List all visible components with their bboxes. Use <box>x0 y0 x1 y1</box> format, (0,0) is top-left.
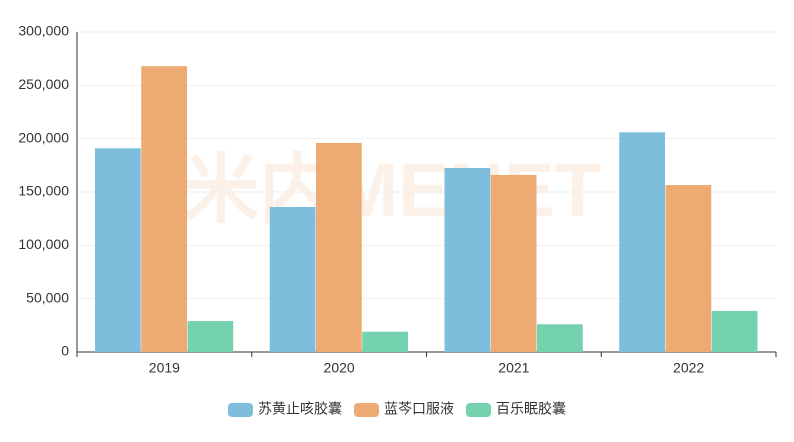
y-tick-label: 150,000 <box>18 183 69 199</box>
y-tick-label: 250,000 <box>18 76 69 92</box>
legend-label: 百乐眠胶囊 <box>496 401 566 417</box>
bar <box>141 66 187 352</box>
y-tick-label: 200,000 <box>18 129 69 145</box>
legend-label: 蓝芩口服液 <box>384 401 454 417</box>
bar <box>316 142 362 352</box>
legend-swatch <box>466 403 491 417</box>
bar <box>444 168 491 352</box>
watermark: 米内MENET <box>183 148 601 233</box>
x-tick-label: 2022 <box>673 360 704 376</box>
y-tick-label: 300,000 <box>18 23 69 39</box>
bar <box>187 321 234 352</box>
y-tick-label: 100,000 <box>18 236 69 252</box>
bar <box>362 331 408 352</box>
legend-label: 苏黄止咳胶囊 <box>258 401 342 417</box>
bar <box>537 324 583 352</box>
legend-swatch <box>228 403 253 417</box>
bar <box>665 185 712 352</box>
bar <box>711 310 758 352</box>
bar <box>619 132 665 352</box>
x-tick-label: 2021 <box>498 360 529 376</box>
legend-swatch <box>354 403 379 417</box>
y-tick-label: 0 <box>61 343 69 359</box>
y-tick-label: 50,000 <box>26 289 69 305</box>
bar <box>490 174 537 352</box>
x-tick-label: 2019 <box>149 360 180 376</box>
bar <box>269 206 316 352</box>
x-tick-label: 2020 <box>324 360 355 376</box>
bar <box>95 148 141 352</box>
